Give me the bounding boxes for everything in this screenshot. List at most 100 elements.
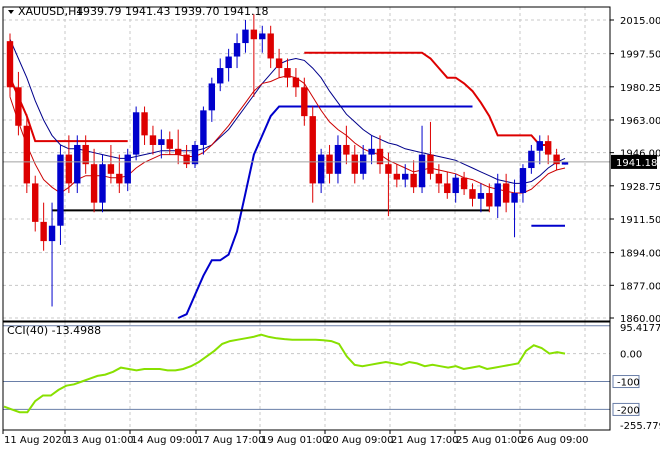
cci-axis: 95.4177 0.00 -100 -200 -255.7793 (612, 323, 660, 432)
cci-series-line (3, 333, 566, 414)
candle-body (444, 183, 451, 194)
price-axis: 2015.00 1997.50 1980.25 1963.00 1946.00 1928.… (3, 16, 660, 325)
cci-level-tag (612, 402, 640, 416)
candle-body (65, 154, 73, 184)
candle-body (393, 173, 401, 180)
candle-body (149, 135, 157, 145)
candle-body (208, 83, 216, 111)
time-tick-label: 19 Aug 01:00 (261, 435, 328, 446)
candle-body (225, 56, 232, 69)
candle-body (284, 68, 291, 78)
cci-pane-frame (2, 321, 611, 431)
candle-body (528, 150, 535, 169)
price-pane-frame (2, 6, 611, 322)
time-tick-label: 17 Aug 17:00 (197, 435, 264, 446)
candle-body (519, 168, 527, 194)
candle-body (116, 173, 123, 184)
price-pane: 2015.00 1997.50 1980.25 1963.00 1946.00 1928.… (2, 5, 660, 325)
candle-body (174, 148, 182, 155)
candle-body (561, 161, 569, 165)
candle-body (166, 139, 173, 149)
candle-body (368, 148, 375, 155)
cci-pane: 95.4177 0.00 -100 -200 -255.7793 CCI(40) -13… (2, 321, 660, 432)
candle-body (410, 173, 417, 188)
candle-body (418, 154, 426, 188)
candle-body (486, 193, 493, 207)
candle-body (158, 139, 165, 145)
candle-body (402, 173, 409, 180)
candle-body (460, 177, 468, 190)
candle-body (326, 154, 333, 174)
candle-body (317, 154, 325, 184)
candle-body (267, 33, 274, 59)
candle-body (494, 183, 501, 207)
candle-body (82, 144, 89, 165)
red-trend-line (304, 51, 549, 146)
candle-body (191, 144, 199, 165)
candle-body (292, 77, 300, 88)
candle-body (200, 110, 207, 145)
candle-body (536, 141, 543, 151)
candle-body (259, 33, 266, 40)
time-tick-label: 14 Aug 09:00 (131, 435, 198, 446)
time-tick-label: 13 Aug 01:00 (66, 435, 133, 446)
candle-body (6, 41, 14, 88)
candle-body (351, 154, 358, 174)
candle-body (553, 154, 560, 165)
cci-label: CCI(40) -13.4988 (7, 324, 101, 337)
candle-body (48, 225, 56, 242)
time-tick-label: 20 Aug 09:00 (326, 435, 393, 446)
candles (6, 14, 569, 307)
price-tick-label: 1928.75 (620, 182, 660, 193)
cci-level-tag (612, 375, 640, 389)
price-tick-label: 1963.00 (620, 116, 660, 127)
current-price-tag (611, 154, 657, 169)
candle-body (477, 193, 485, 199)
candle-body (23, 125, 31, 184)
price-tick-label: 1877.00 (620, 281, 660, 292)
time-tick-label: 21 Aug 17:00 (391, 435, 458, 446)
candle-body (74, 144, 81, 184)
candle-body (90, 164, 98, 203)
candle-body (57, 154, 64, 226)
candle-body (32, 183, 39, 222)
price-tick-label: 2015.00 (620, 16, 660, 27)
candle-body (376, 148, 384, 165)
candle-body (343, 144, 350, 155)
price-tick-label: 1860.00 (620, 314, 660, 325)
candle-body (275, 58, 283, 69)
price-tick-label: 1946.00 (620, 149, 660, 160)
symbol-label: XAUUSD,H4 (18, 5, 83, 18)
candle-body (233, 43, 241, 57)
candle-body (15, 87, 22, 126)
candle-body (427, 154, 434, 174)
cci-tick-label: 0.00 (620, 350, 642, 361)
cci-tick-label: 95.4177 (620, 323, 660, 334)
time-tick-label: 25 Aug 01:00 (456, 435, 523, 446)
candle-body (250, 29, 258, 40)
ohlc-readout: 1939.79 1941.43 1939.70 1941.18 (76, 5, 268, 18)
candle-body (544, 141, 552, 155)
candle-body (242, 29, 249, 44)
candle-body (141, 112, 148, 136)
candle-body (469, 189, 476, 199)
cci-grid (2, 322, 586, 430)
time-tick-label: 11 Aug 2020 (4, 435, 68, 446)
price-tick-label: 1980.25 (620, 83, 660, 94)
symbol-dropdown-icon[interactable] (8, 10, 14, 14)
candle-body (132, 112, 140, 155)
candle-body (301, 87, 308, 117)
blue-trend-line (177, 105, 473, 319)
cci-tick-label: -200 (617, 405, 640, 416)
cci-tick-label: -255.7793 (620, 421, 660, 432)
candle-body (334, 144, 342, 174)
candle-body (502, 183, 510, 203)
candle-body (435, 173, 443, 184)
time-tick-label: 26 Aug 09:00 (521, 435, 588, 446)
candle-body (385, 164, 392, 174)
candle-body (107, 164, 115, 174)
price-tick-label: 1997.50 (620, 50, 660, 61)
candle-body (452, 177, 459, 194)
